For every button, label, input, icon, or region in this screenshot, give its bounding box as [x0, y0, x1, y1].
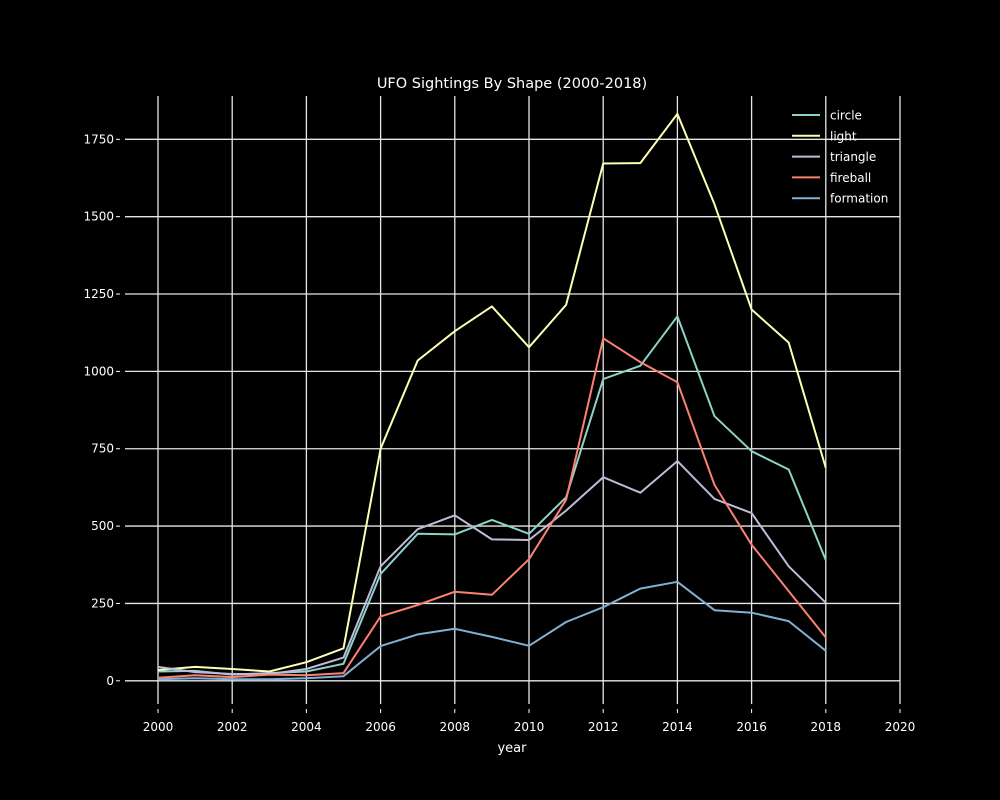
y-tick-label: 750 [91, 442, 114, 456]
series-line-light [157, 112, 827, 673]
x-tick-label: 2020 [885, 720, 916, 734]
x-tick-label: 2012 [588, 720, 619, 734]
x-axis-label: year [497, 741, 527, 756]
x-tick-label: 2004 [291, 720, 322, 734]
y-tick-label: 500 [91, 519, 114, 533]
legend-label-circle: circle [830, 109, 862, 123]
series-lines [157, 112, 827, 681]
y-tick-label: 250 [91, 596, 114, 610]
y-tick-label: 1000 [83, 364, 114, 378]
legend-label-triangle: triangle [830, 150, 876, 164]
x-tick-label: 2010 [514, 720, 545, 734]
x-tick-label: 2018 [811, 720, 842, 734]
x-axis: 2000 2002 2004 2006 2008 2010 2012 2014 2016 2018… [143, 709, 916, 734]
x-tick-label: 2006 [365, 720, 396, 734]
y-tick-label: 1750 [83, 132, 114, 146]
legend-label-light: light [830, 129, 857, 143]
chart-title: UFO Sightings By Shape (2000-2018) [377, 76, 647, 92]
x-tick-label: 2014 [662, 720, 693, 734]
x-tick-label: 2016 [736, 720, 767, 734]
legend-label-fireball: fireball [830, 171, 871, 185]
y-tick-label: 1250 [83, 287, 114, 301]
y-tick-label: 0 [106, 674, 114, 688]
y-tick-label: 1500 [83, 210, 114, 224]
x-tick-label: 2000 [143, 720, 174, 734]
series-line-formation [157, 580, 827, 681]
x-tick-label: 2008 [440, 720, 471, 734]
y-axis: 0 250 500 750 1000 1250 1500 1750 [83, 132, 120, 688]
legend: circle light triangle fireball formation [792, 109, 888, 206]
x-tick-label: 2002 [217, 720, 248, 734]
series-line-fireball [157, 337, 827, 679]
legend-label-formation: formation [830, 192, 888, 206]
grid [125, 96, 901, 704]
